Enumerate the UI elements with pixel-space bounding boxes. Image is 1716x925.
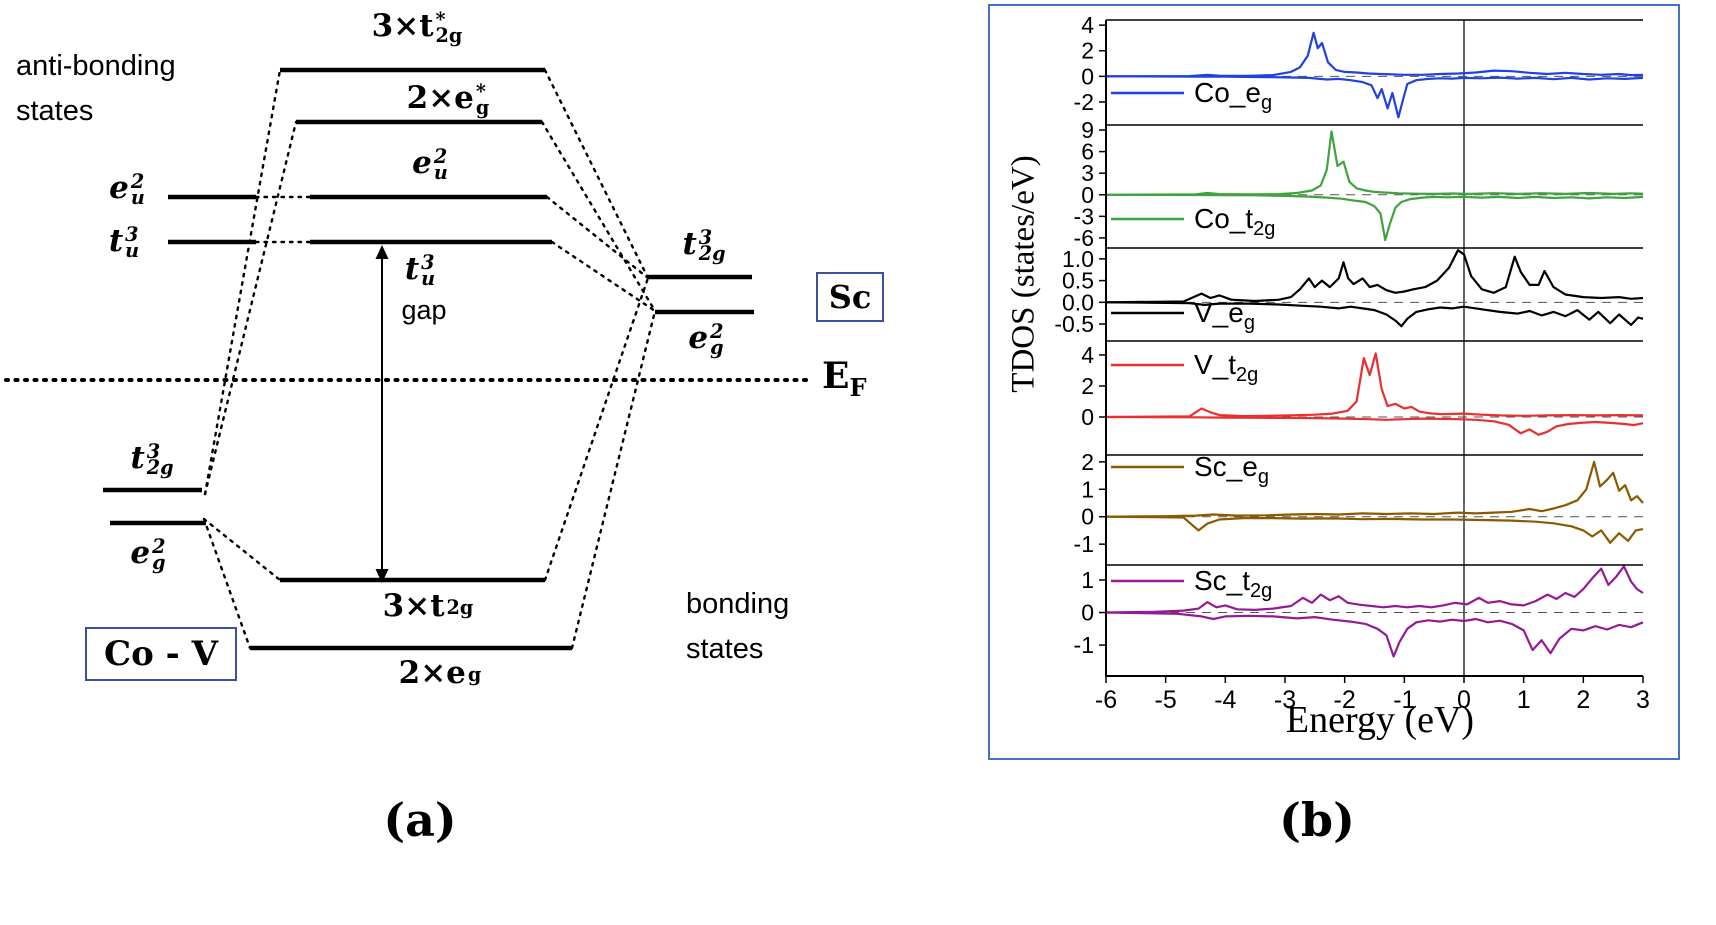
dos-curve-V_t2g-down bbox=[1105, 415, 1644, 436]
legend-label-Co_eg: Co_eg bbox=[1194, 77, 1272, 114]
y-tick-label: 4 bbox=[1081, 12, 1094, 38]
label-3xt2g-star: 3×t * 2g bbox=[371, 8, 463, 47]
dos-x-axis-title: Energy (eV) bbox=[1285, 699, 1475, 741]
dos-curve-V_eg-up bbox=[1105, 249, 1644, 304]
x-tick-label: -5 bbox=[1155, 686, 1177, 714]
arrowhead-up bbox=[375, 245, 389, 259]
y-tick-label: 1.0 bbox=[1062, 246, 1094, 272]
y-tick-label: 3 bbox=[1081, 160, 1094, 186]
legend-label-Co_t2g: Co_t2g bbox=[1194, 203, 1275, 240]
y-tick-label: 9 bbox=[1081, 117, 1094, 143]
x-tick-label: 2 bbox=[1576, 686, 1590, 714]
energy-level-lines bbox=[103, 67, 754, 651]
y-tick-label: 0 bbox=[1081, 600, 1094, 626]
x-tick-label: -2 bbox=[1334, 686, 1356, 714]
dos-curve-Co_t2g-up bbox=[1105, 130, 1644, 196]
y-tick-label: 2 bbox=[1081, 38, 1094, 64]
label-2xeg-star: 2×e * g bbox=[406, 80, 490, 119]
y-tick-label: 1 bbox=[1081, 476, 1094, 502]
y-tick-label: 0 bbox=[1081, 504, 1094, 530]
legend-label-Sc_t2g: Sc_t2g bbox=[1194, 565, 1272, 602]
panel-b-dos-chart: 4 2 0 -2 Co_eg 9 6 3 0 -3 -6 Co_t2g 1.0 0.5 0.0 -0.5 V_e… bbox=[988, 4, 1680, 760]
label-2xeg: 2×e g bbox=[398, 655, 482, 691]
x-tick-label: -3 bbox=[1274, 686, 1296, 714]
arrowhead-down bbox=[375, 569, 389, 583]
gap-double-arrow bbox=[375, 245, 389, 583]
dos-curve-Sc_eg-down bbox=[1105, 515, 1644, 544]
fermi-label: EF bbox=[822, 355, 867, 403]
legend-label-V_eg: V_eg bbox=[1194, 297, 1255, 334]
label-gap-word: gap bbox=[401, 295, 447, 326]
y-tick-label: -0.5 bbox=[1054, 311, 1094, 337]
y-tick-label: 0 bbox=[1081, 63, 1094, 89]
dos-curve-V_t2g-up bbox=[1105, 352, 1644, 419]
x-tick-label: 3 bbox=[1636, 686, 1650, 714]
x-tick-label: 1 bbox=[1517, 686, 1531, 714]
dos-y-axis-title: TDOS (states/eV) bbox=[1005, 155, 1042, 393]
y-tick-label: 0.5 bbox=[1062, 268, 1094, 294]
x-tick-label: 0 bbox=[1457, 686, 1471, 714]
bonding-states-label: bonding states bbox=[686, 588, 790, 665]
y-tick-label: 2 bbox=[1081, 373, 1094, 399]
energy-diagram-graphics bbox=[4, 67, 814, 651]
dos-curve-Sc_eg-up bbox=[1105, 460, 1644, 518]
y-tick-label: -3 bbox=[1074, 203, 1094, 229]
dos-curve-Co_t2g-down bbox=[1105, 193, 1644, 242]
connector-dotted-lines bbox=[202, 68, 657, 650]
y-tick-label: 4 bbox=[1081, 342, 1094, 368]
y-tick-label: 6 bbox=[1081, 139, 1094, 165]
y-tick-label: -2 bbox=[1074, 89, 1094, 115]
y-tick-label: 0 bbox=[1081, 182, 1094, 208]
y-tick-label: 0.0 bbox=[1062, 289, 1094, 315]
x-tick-label: -1 bbox=[1393, 686, 1415, 714]
y-tick-label: -6 bbox=[1074, 225, 1094, 251]
y-tick-label: -1 bbox=[1074, 632, 1094, 658]
y-tick-label: -1 bbox=[1074, 531, 1094, 557]
label-right-t32g: t 3 2g bbox=[682, 226, 726, 265]
sc-box: Sc bbox=[816, 272, 884, 322]
co-v-box: Co - V bbox=[85, 627, 237, 681]
dos-curve-Co_eg-down bbox=[1105, 75, 1644, 119]
y-tick-label: 2 bbox=[1081, 449, 1094, 475]
dos-curve-Sc_t2g-up bbox=[1105, 565, 1644, 614]
antibonding-states-label: anti-bonding states bbox=[16, 50, 176, 127]
y-tick-label: 0 bbox=[1081, 404, 1094, 430]
label-left-t32g: t 3 2g bbox=[130, 440, 174, 479]
dos-curve-V_eg-down bbox=[1105, 301, 1644, 328]
dos-curve-Sc_t2g-down bbox=[1105, 611, 1644, 658]
y-tick-label: 1 bbox=[1081, 567, 1094, 593]
legend-label-Sc_eg: Sc_eg bbox=[1194, 451, 1269, 488]
caption-b: (b) bbox=[1279, 793, 1355, 847]
label-3xt2g: 3×t 2g bbox=[382, 588, 474, 624]
dos-curve-Co_eg-up bbox=[1105, 31, 1644, 78]
x-tick-label: -4 bbox=[1214, 686, 1236, 714]
caption-a: (a) bbox=[383, 793, 457, 847]
x-tick-label: -6 bbox=[1095, 686, 1117, 714]
legend-label-V_t2g: V_t2g bbox=[1194, 349, 1258, 386]
